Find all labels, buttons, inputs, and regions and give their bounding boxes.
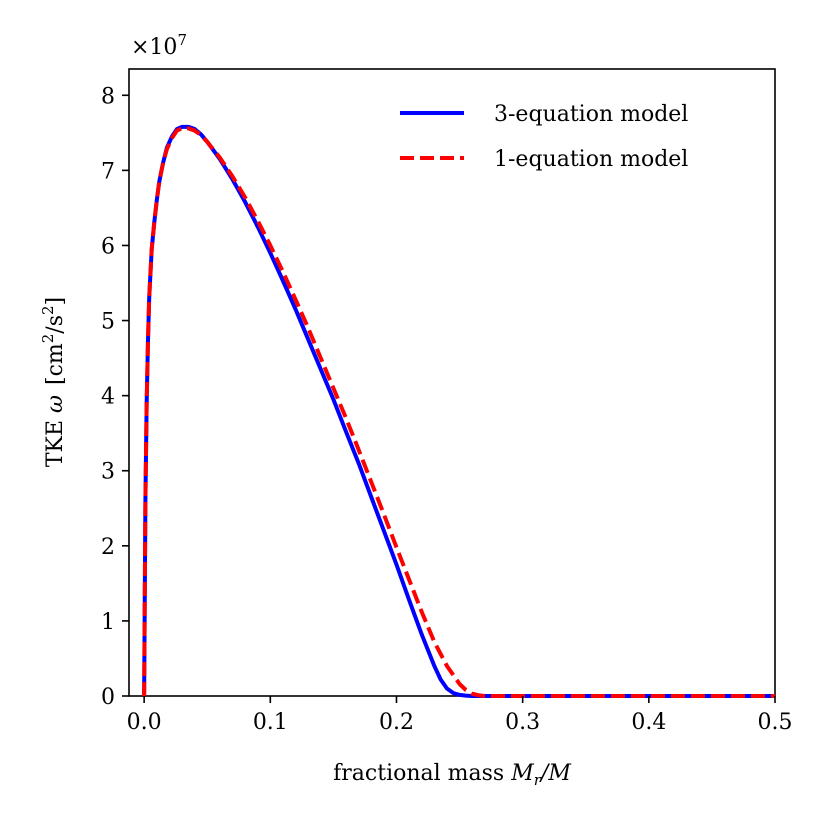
y-label-var: ω	[43, 395, 68, 413]
x-label-sub: r	[534, 771, 542, 789]
series-layer	[142, 124, 775, 698]
x-axis-ticks: 0.0 0.1 0.2 0.3 0.4 0.5	[127, 696, 793, 735]
y-axis-ticks: 0 1 2 3 4 5 6 7 8	[101, 84, 129, 710]
x-tick-label: 0.3	[505, 710, 540, 735]
x-tick-label: 0.4	[631, 710, 666, 735]
y-label-mid: /s	[43, 315, 68, 334]
x-tick-label: 0.1	[253, 710, 288, 735]
y-label-text: TKE	[43, 413, 68, 467]
y-tick-label: 4	[101, 385, 115, 410]
series-line-3-equation-model	[142, 124, 775, 698]
x-tick-label: 0.5	[758, 710, 793, 735]
y-tick-label: 0	[101, 685, 115, 710]
legend: 3-equation model 1-equation model	[400, 102, 688, 172]
legend-label-3-equation-model: 3-equation model	[494, 102, 688, 127]
x-tick-label: 0.2	[379, 710, 414, 735]
y-tick-label: 3	[101, 460, 115, 485]
y-tick-label: 8	[101, 84, 115, 109]
y-label-sup1: 2	[39, 334, 57, 344]
y-axis-label: TKE ω[cm2/s2]	[39, 297, 68, 467]
y-multiplier-base: ×10	[131, 35, 177, 60]
y-label-unit-open: [cm	[43, 343, 68, 385]
y-axis-multiplier: ×107	[131, 31, 187, 60]
x-axis-label: fractional mass Mr/M	[333, 761, 571, 789]
x-label-text: fractional mass	[333, 761, 511, 786]
y-label-unit-close: ]	[43, 297, 68, 306]
x-label-rest: /M	[539, 761, 571, 786]
x-tick-label: 0.0	[127, 710, 162, 735]
y-tick-label: 1	[101, 610, 115, 635]
y-tick-label: 6	[101, 234, 115, 259]
y-tick-label: 2	[101, 535, 115, 560]
legend-label-1-equation-model: 1-equation model	[494, 147, 688, 172]
plot-area-frame	[128, 68, 776, 697]
x-label-var: M	[510, 761, 534, 786]
y-tick-label: 5	[101, 310, 115, 335]
series-line-1-equation-model	[142, 126, 775, 698]
y-multiplier-exponent: 7	[177, 31, 187, 49]
y-tick-label: 7	[101, 159, 115, 184]
y-label-sup2: 2	[39, 305, 57, 315]
